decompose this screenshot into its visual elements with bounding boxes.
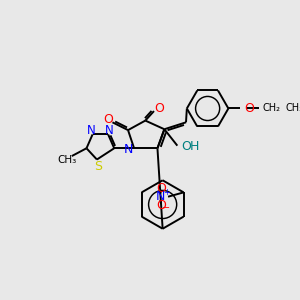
Text: O: O xyxy=(103,113,113,126)
Text: S: S xyxy=(94,160,102,173)
Text: H: H xyxy=(190,140,199,153)
Text: O: O xyxy=(181,140,191,153)
Text: O: O xyxy=(244,102,254,115)
Text: +: + xyxy=(163,188,170,197)
Text: CH₃: CH₃ xyxy=(286,103,300,113)
Text: N: N xyxy=(156,190,165,203)
Text: O: O xyxy=(156,182,166,195)
Text: −: − xyxy=(162,203,170,213)
Text: CH₂: CH₂ xyxy=(263,103,281,113)
Text: O: O xyxy=(154,102,164,115)
Text: N: N xyxy=(123,142,133,156)
Text: N: N xyxy=(105,124,113,136)
Text: O: O xyxy=(156,199,166,212)
Text: CH₃: CH₃ xyxy=(57,155,76,165)
Text: N: N xyxy=(87,124,96,136)
